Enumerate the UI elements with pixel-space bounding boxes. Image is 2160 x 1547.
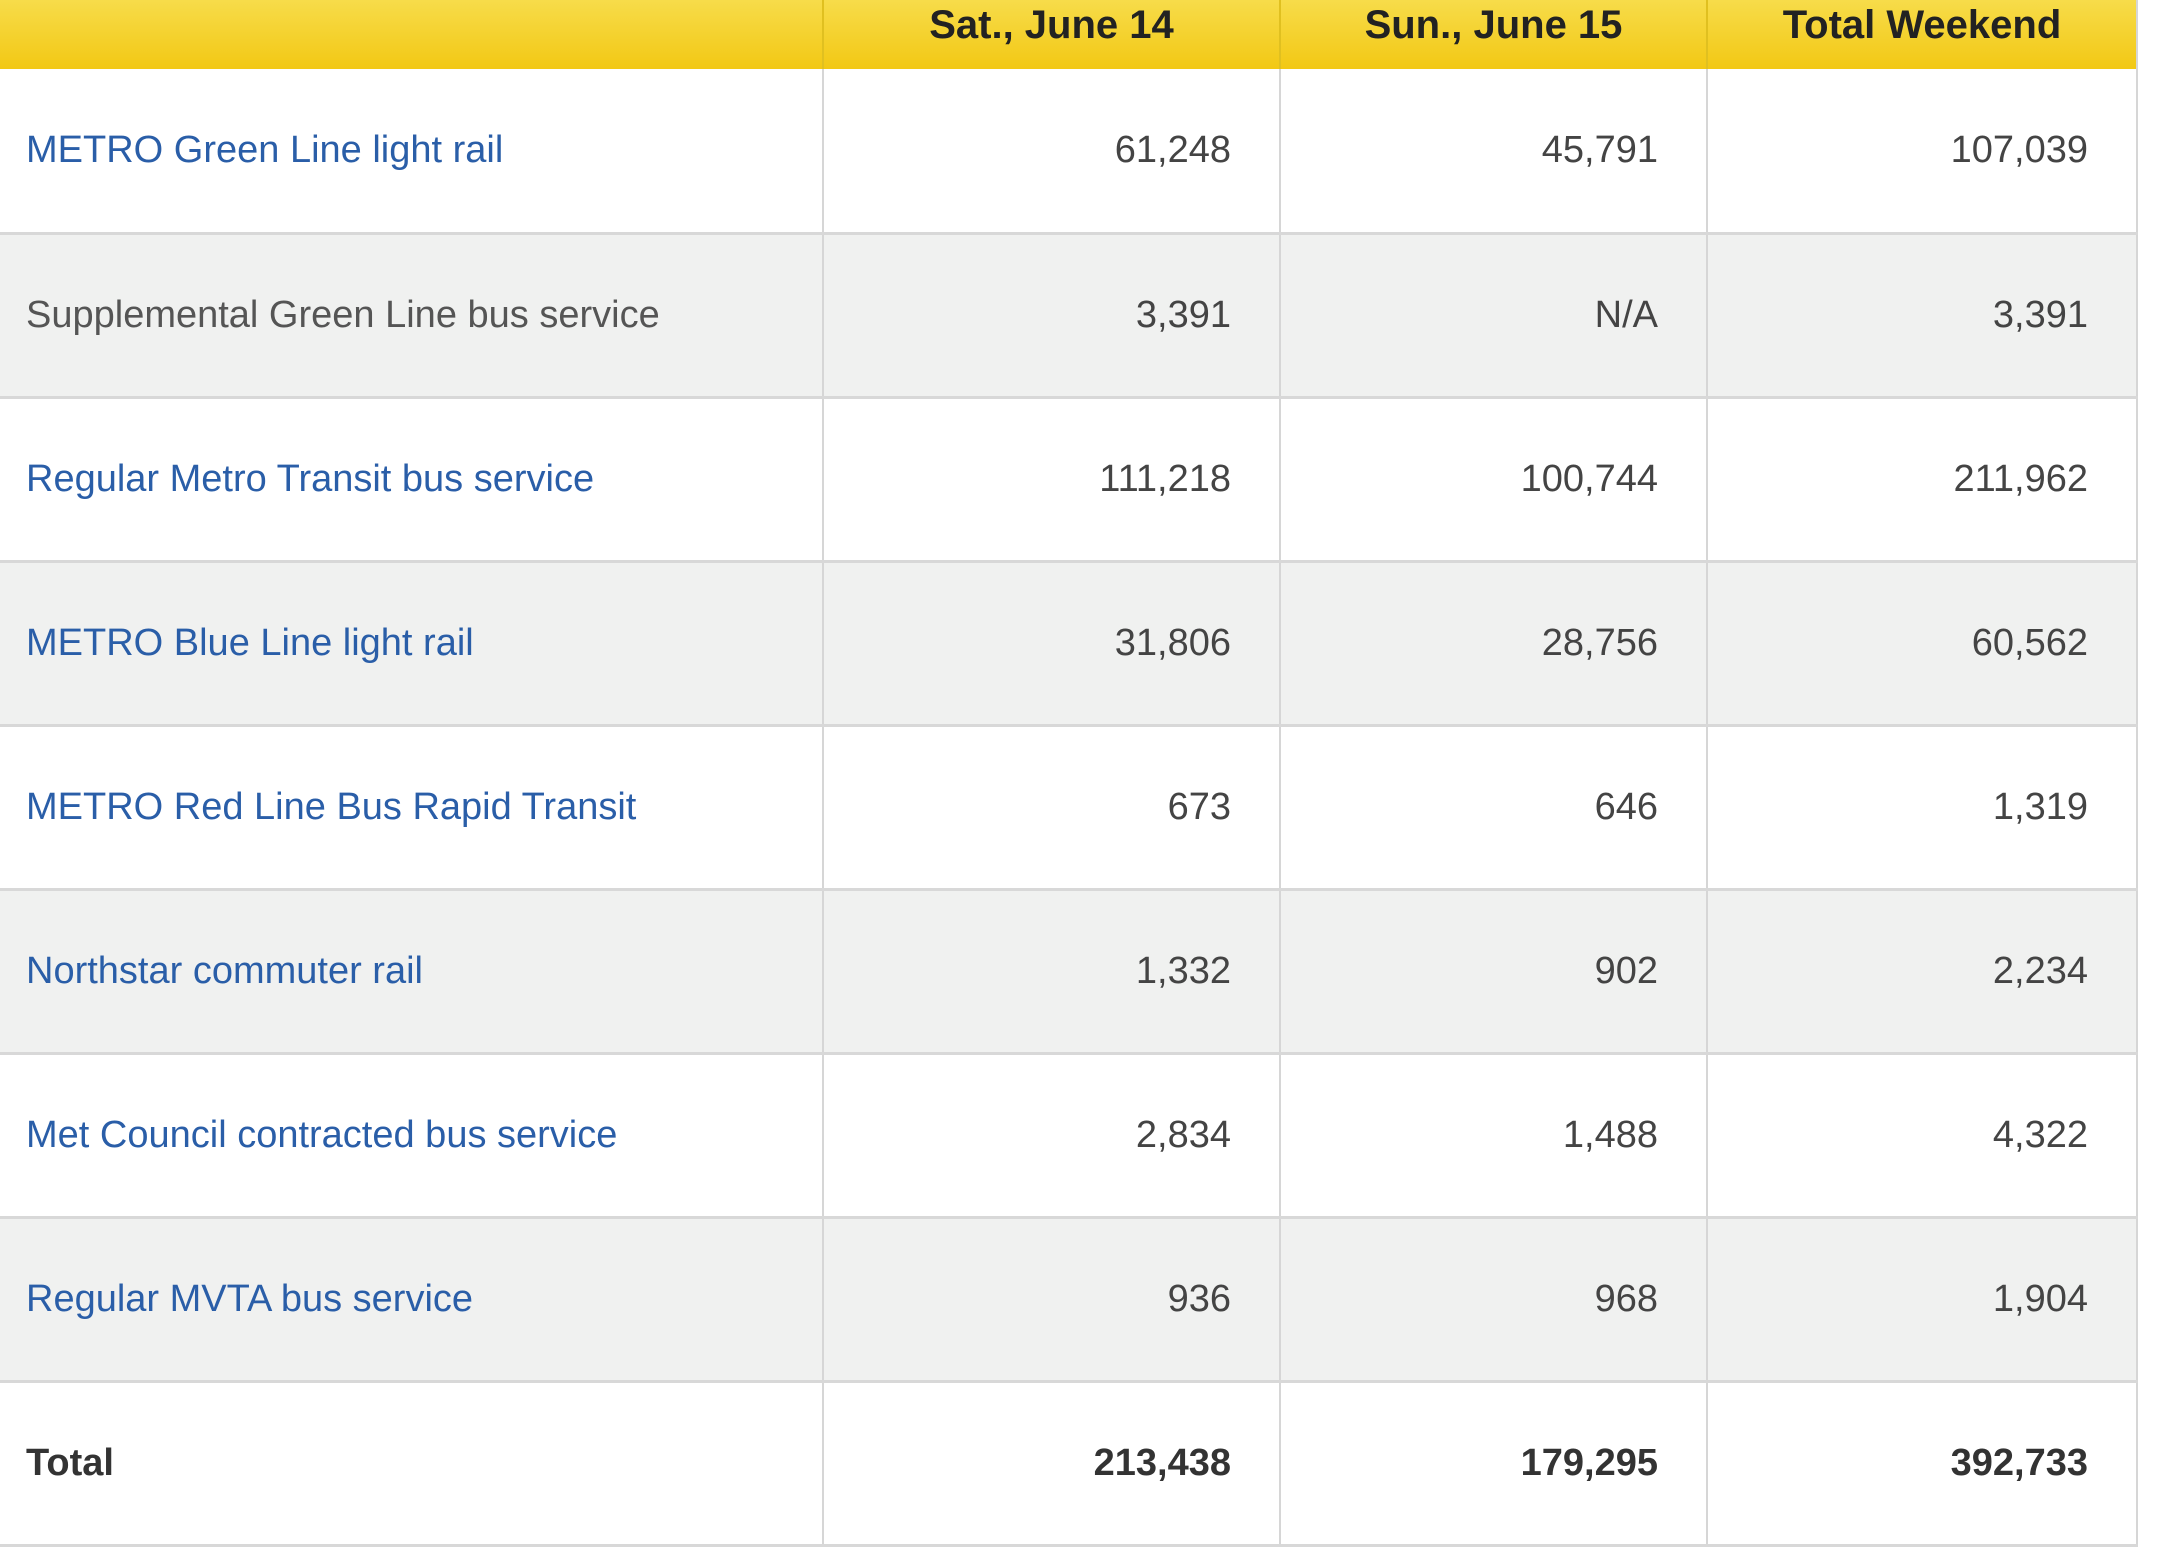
sun-value: 902 bbox=[1279, 889, 1707, 1053]
sun-value: 45,791 bbox=[1279, 69, 1707, 233]
service-link[interactable]: Met Council contracted bus service bbox=[26, 1113, 618, 1156]
sat-value: 673 bbox=[822, 725, 1280, 889]
header-row: Sat., June 14 Sun., June 15 Total Weeken… bbox=[0, 0, 2137, 69]
sat-value: 31,806 bbox=[822, 561, 1280, 725]
header-blank bbox=[0, 0, 823, 69]
service-label: Supplemental Green Line bus service bbox=[26, 293, 660, 336]
total-row: Total 213,438 179,295 392,733 bbox=[0, 1381, 2137, 1545]
total-weekend: 392,733 bbox=[1706, 1381, 2137, 1545]
total-value: 3,391 bbox=[1706, 233, 2137, 397]
header-sat: Sat., June 14 bbox=[822, 0, 1280, 69]
total-value: 1,904 bbox=[1706, 1217, 2137, 1381]
total-value: 211,962 bbox=[1706, 397, 2137, 561]
sun-value: 1,488 bbox=[1279, 1053, 1707, 1217]
table-row: Supplemental Green Line bus service 3,391… bbox=[0, 233, 2137, 397]
table-row: METRO Green Line light rail 61,248 45,791 1… bbox=[0, 69, 2137, 233]
service-link[interactable]: METRO Red Line Bus Rapid Transit bbox=[26, 785, 637, 828]
sun-value: 968 bbox=[1279, 1217, 1707, 1381]
service-link[interactable]: Regular MVTA bus service bbox=[26, 1277, 474, 1320]
table-row: METRO Red Line Bus Rapid Transit 673 646 1,… bbox=[0, 725, 2137, 889]
table-row: Regular Metro Transit bus service 111,218… bbox=[0, 397, 2137, 561]
service-link[interactable]: METRO Green Line light rail bbox=[26, 128, 504, 171]
total-value: 60,562 bbox=[1706, 561, 2137, 725]
sat-value: 3,391 bbox=[822, 233, 1280, 397]
total-value: 2,234 bbox=[1706, 889, 2137, 1053]
sat-value: 2,834 bbox=[822, 1053, 1280, 1217]
sun-value: 28,756 bbox=[1279, 561, 1707, 725]
service-link[interactable]: Regular Metro Transit bus service bbox=[26, 457, 595, 500]
service-link[interactable]: Northstar commuter rail bbox=[26, 949, 423, 992]
sat-value: 936 bbox=[822, 1217, 1280, 1381]
total-value: 1,319 bbox=[1706, 725, 2137, 889]
table-row: Northstar commuter rail 1,332 902 2,234 bbox=[0, 889, 2137, 1053]
total-label: Total bbox=[26, 1441, 114, 1484]
service-link[interactable]: METRO Blue Line light rail bbox=[26, 621, 474, 664]
table-row: METRO Blue Line light rail 31,806 28,756 60… bbox=[0, 561, 2137, 725]
total-value: 107,039 bbox=[1706, 69, 2137, 233]
total-sat: 213,438 bbox=[822, 1381, 1280, 1545]
total-sun: 179,295 bbox=[1279, 1381, 1707, 1545]
header-total: Total Weekend bbox=[1706, 0, 2137, 69]
sun-value: N/A bbox=[1279, 233, 1707, 397]
sun-value: 100,744 bbox=[1279, 397, 1707, 561]
total-value: 4,322 bbox=[1706, 1053, 2137, 1217]
sat-value: 111,218 bbox=[822, 397, 1280, 561]
sun-value: 646 bbox=[1279, 725, 1707, 889]
sat-value: 1,332 bbox=[822, 889, 1280, 1053]
header-sun: Sun., June 15 bbox=[1279, 0, 1707, 69]
table-row: Met Council contracted bus service 2,834 1… bbox=[0, 1053, 2137, 1217]
table-row: Regular MVTA bus service 936 968 1,904 bbox=[0, 1217, 2137, 1381]
sat-value: 61,248 bbox=[822, 69, 1280, 233]
